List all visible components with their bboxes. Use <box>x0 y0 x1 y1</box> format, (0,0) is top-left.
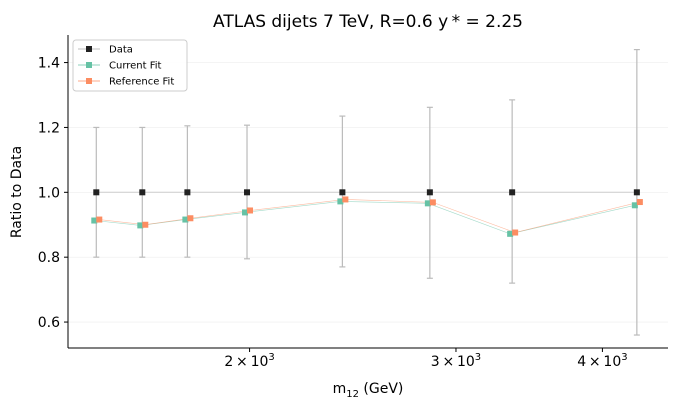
chart-title: ATLAS dijets 7 TeV, R=0.6 y * = 2.25 <box>213 12 523 32</box>
series-1-point-6 <box>507 230 514 237</box>
legend-label-0: Data <box>109 45 133 56</box>
legend-box <box>72 39 188 92</box>
x-axis-label: m12 (GeV) <box>333 381 404 400</box>
series-2-point-0 <box>96 216 103 223</box>
x-tick-label-0: 2 × 103 <box>224 352 274 370</box>
plot-area <box>68 48 668 336</box>
legend-marker-1 <box>86 62 92 68</box>
series-1-point-5 <box>424 200 431 207</box>
series-line-2 <box>99 199 640 233</box>
series-2-point-1 <box>142 221 149 228</box>
series-lines <box>94 191 640 235</box>
series-0-point-5 <box>426 189 433 196</box>
legend-marker-0 <box>86 46 92 52</box>
series-1-point-4 <box>337 198 344 205</box>
series-0-point-3 <box>244 189 251 196</box>
y-axis-label: Ratio to Data <box>9 146 25 238</box>
legend: Data Current Fit Reference Fit <box>72 39 188 92</box>
y-tick-label-2: 1.0 <box>38 185 60 201</box>
y-tick-label-3: 1.2 <box>38 120 60 136</box>
series-2-point-4 <box>342 196 349 203</box>
y-tick-label-1: 0.8 <box>38 250 60 266</box>
series-1-point-2 <box>182 216 189 223</box>
series-1-point-3 <box>242 209 249 216</box>
series-2-point-5 <box>429 199 436 206</box>
series-1-point-7 <box>631 202 638 209</box>
x-ticks: 2 × 103 3 × 103 4 × 103 <box>224 348 628 370</box>
series-2-point-2 <box>187 215 194 222</box>
y-tick-label-0: 0.6 <box>38 315 60 331</box>
x-tick-label-2: 4 × 103 <box>577 352 627 370</box>
series-line-1 <box>94 201 635 235</box>
series-2-point-3 <box>247 207 254 214</box>
series-2-point-7 <box>636 199 643 206</box>
series-0-point-1 <box>139 189 146 196</box>
legend-marker-2 <box>86 78 92 84</box>
series-1-point-1 <box>137 222 144 229</box>
series-1-point-0 <box>91 217 98 224</box>
series-markers <box>91 189 643 237</box>
series-0-point-2 <box>184 189 191 196</box>
series-0-point-0 <box>93 189 100 196</box>
series-0-point-4 <box>339 189 346 196</box>
series-0-point-6 <box>509 189 516 196</box>
y-ticks: 0.6 0.8 1.0 1.2 1.4 <box>38 56 68 331</box>
legend-label-1: Current Fit <box>109 61 162 72</box>
legend-label-2: Reference Fit <box>109 77 174 88</box>
x-tick-label-1: 3 × 103 <box>431 352 481 370</box>
series-0-point-7 <box>633 189 640 196</box>
series-2-point-6 <box>512 229 519 236</box>
y-tick-label-4: 1.4 <box>38 56 60 72</box>
